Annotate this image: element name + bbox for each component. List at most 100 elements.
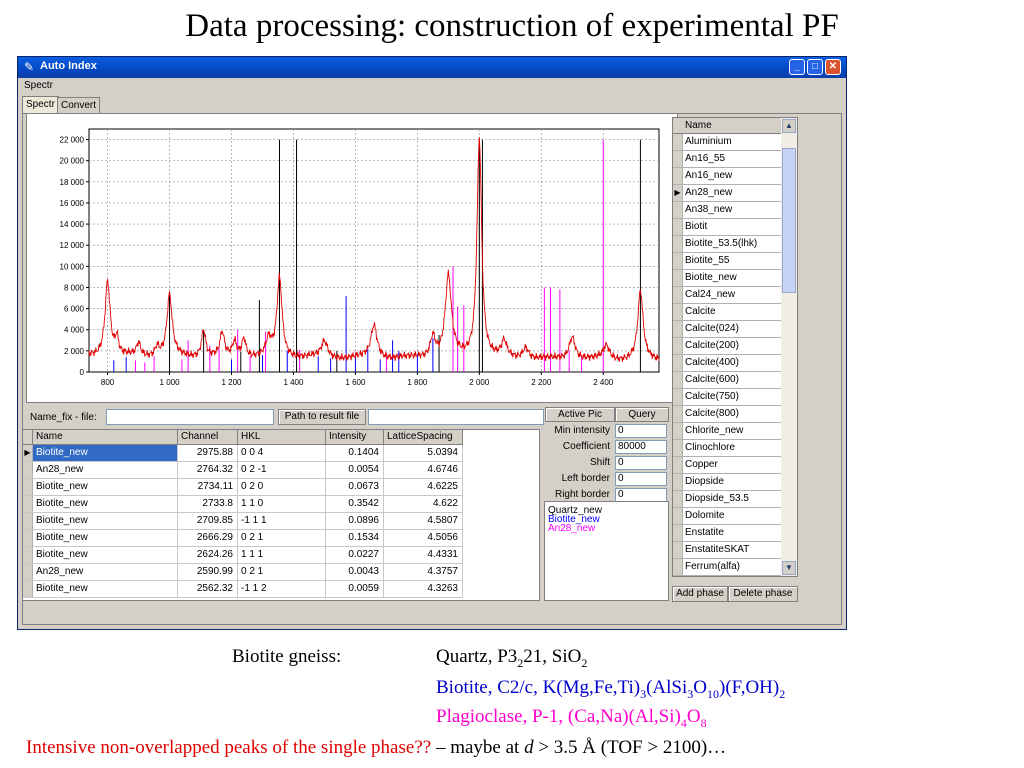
col-hkl[interactable]: HKL bbox=[238, 430, 326, 445]
table-row[interactable]: ▶ Biotite_new 2975.88 0 0 4 0.1404 5.0394 bbox=[23, 445, 463, 462]
table-row[interactable]: An28_new 2590.99 0 2 1 0.0043 4.3757 bbox=[23, 564, 463, 581]
phase-list-item-label: Enstatite bbox=[685, 527, 724, 538]
menu-bar: Spectr bbox=[18, 79, 846, 93]
phase-list-item[interactable]: Biotite_new bbox=[673, 270, 781, 287]
x-tick-label: 2 200 bbox=[531, 378, 552, 387]
path-to-result-button[interactable]: Path to result file bbox=[278, 409, 366, 425]
phase-list-item[interactable]: An16_55 bbox=[673, 151, 781, 168]
phase-list-item[interactable]: Clinochlore bbox=[673, 440, 781, 457]
table-row[interactable]: Biotite_new 2734.11 0 2 0 0.0673 4.6225 bbox=[23, 479, 463, 496]
phase-list-item[interactable]: Cal24_new bbox=[673, 287, 781, 304]
caption-label: Biotite gneiss: bbox=[232, 646, 342, 667]
param-input[interactable]: 0 bbox=[615, 472, 667, 486]
table-row[interactable]: Biotite_new 2733.8 1 1 0 0.3542 4.622 bbox=[23, 496, 463, 513]
scroll-up-icon[interactable]: ▲ bbox=[782, 119, 796, 133]
table-cell: 4.5056 bbox=[384, 530, 463, 546]
table-row[interactable]: An28_new 2764.32 0 2 -1 0.0054 4.6746 bbox=[23, 462, 463, 479]
title-bar[interactable]: ✎ Auto Index _ □ ✕ bbox=[18, 57, 846, 78]
phase-list-item[interactable]: Calcite(024) bbox=[673, 321, 781, 338]
name-fix-label: Name_fix - file: bbox=[30, 412, 97, 423]
table-cell: 0.0673 bbox=[326, 479, 384, 495]
x-tick-label: 1 600 bbox=[345, 378, 366, 387]
auto-index-window: ✎ Auto Index _ □ ✕ Spectr Spectr Convert… bbox=[17, 56, 847, 630]
phase-list-item[interactable]: Diopside_53.5 bbox=[673, 491, 781, 508]
tab-convert[interactable]: Convert bbox=[57, 97, 101, 113]
name-fix-input[interactable] bbox=[106, 409, 274, 425]
query-button[interactable]: Query bbox=[615, 407, 669, 422]
spectrum-chart[interactable]: 0 2 000 4 000 6 000 8 000 10 000 12 000 14 000 1… bbox=[26, 113, 678, 403]
table-cell: 0 2 1 bbox=[238, 564, 326, 580]
table-cell: 0.0227 bbox=[326, 547, 384, 563]
phase-list-item-label: Dolomite bbox=[685, 510, 725, 521]
row-indicator bbox=[673, 525, 683, 541]
phase-list-item[interactable]: Calcite(400) bbox=[673, 355, 781, 372]
close-button[interactable]: ✕ bbox=[825, 59, 841, 75]
phase-list-item[interactable]: Biotite_55 bbox=[673, 253, 781, 270]
phase-list-item[interactable]: Calcite(200) bbox=[673, 338, 781, 355]
table-cell: 2624.26 bbox=[178, 547, 238, 563]
phase-list-scrollbar[interactable]: ▲ ▼ bbox=[781, 118, 797, 576]
phase-list-item[interactable]: Calcite(600) bbox=[673, 372, 781, 389]
slide-title: Data processing: construction of experim… bbox=[185, 8, 839, 44]
maximize-button[interactable]: □ bbox=[807, 59, 823, 75]
phase-list-item[interactable]: EnstatiteSKAT bbox=[673, 542, 781, 559]
row-indicator bbox=[23, 513, 33, 529]
x-tick-label: 2 000 bbox=[469, 378, 490, 387]
table-cell: 0.0054 bbox=[326, 462, 384, 478]
tab-spectr[interactable]: Spectr bbox=[22, 96, 59, 114]
table-row[interactable]: Biotite_new 2666.29 0 2 1 0.1534 4.5056 bbox=[23, 530, 463, 547]
phase-list-item[interactable]: Calcite(750) bbox=[673, 389, 781, 406]
phase-list-item[interactable]: Diopside bbox=[673, 474, 781, 491]
table-cell: 0.3542 bbox=[326, 496, 384, 512]
table-cell: Biotite_new bbox=[33, 547, 178, 563]
legend-item: Biotite_new bbox=[548, 514, 600, 525]
y-tick-label: 4 000 bbox=[64, 326, 85, 335]
scroll-down-icon[interactable]: ▼ bbox=[782, 561, 796, 575]
phase-list-item[interactable]: Aluminium bbox=[673, 134, 781, 151]
col-name[interactable]: Name bbox=[33, 430, 178, 445]
table-row[interactable]: Biotite_new 2709.85 -1 1 1 0.0896 4.5807 bbox=[23, 513, 463, 530]
phase-list-item-label: Calcite(200) bbox=[685, 340, 739, 351]
param-input[interactable]: 0 bbox=[615, 456, 667, 470]
phase-list-item[interactable]: Ferrum(alfa) bbox=[673, 559, 781, 576]
param-label: Shift bbox=[589, 457, 610, 468]
y-tick-label: 14 000 bbox=[60, 220, 85, 229]
param-input[interactable]: 0 bbox=[615, 488, 667, 502]
col-channel[interactable]: Channel bbox=[178, 430, 238, 445]
delete-phase-button[interactable]: Delete phase bbox=[728, 586, 798, 602]
path-to-result-input[interactable] bbox=[368, 409, 544, 425]
y-tick-label: 12 000 bbox=[60, 241, 85, 250]
y-tick-label: 20 000 bbox=[60, 157, 85, 166]
phase-list-item[interactable]: Enstatite bbox=[673, 525, 781, 542]
phase-list-item-label: An38_new bbox=[685, 204, 733, 215]
table-cell: -1 1 1 bbox=[238, 513, 326, 529]
param-input[interactable]: 80000 bbox=[615, 440, 667, 454]
phase-list-item[interactable]: Dolomite bbox=[673, 508, 781, 525]
col-intensity[interactable]: Intensity bbox=[326, 430, 384, 445]
add-phase-button[interactable]: Add phase bbox=[672, 586, 728, 602]
table-cell: 5.0394 bbox=[384, 445, 463, 461]
minimize-button[interactable]: _ bbox=[789, 59, 805, 75]
menu-spectr[interactable]: Spectr bbox=[24, 80, 53, 91]
row-indicator bbox=[673, 287, 683, 303]
phase-list-item[interactable]: Biotit bbox=[673, 219, 781, 236]
phase-list-item[interactable]: Biotite_53.5(lhk) bbox=[673, 236, 781, 253]
phase-list[interactable]: Name Aluminium An16_55 An16_new ▶ An28_new An… bbox=[672, 117, 798, 577]
results-table[interactable]: Name Channel HKL Intensity LatticeSpacin… bbox=[22, 429, 540, 601]
phase-list-item[interactable]: Calcite bbox=[673, 304, 781, 321]
col-lattice-spacing[interactable]: LatticeSpacing bbox=[384, 430, 463, 445]
active-pic-button[interactable]: Active Pic bbox=[545, 407, 615, 422]
phase-list-item[interactable]: Copper bbox=[673, 457, 781, 474]
spectrum-svg: 0 2 000 4 000 6 000 8 000 10 000 12 000 14 000 1… bbox=[60, 128, 660, 387]
y-tick-label: 22 000 bbox=[60, 136, 85, 145]
phase-list-item[interactable]: ▶ An28_new bbox=[673, 185, 781, 202]
phase-list-item[interactable]: Calcite(800) bbox=[673, 406, 781, 423]
phase-list-item[interactable]: Chlorite_new bbox=[673, 423, 781, 440]
phase-list-item[interactable]: An16_new bbox=[673, 168, 781, 185]
table-row[interactable]: Biotite_new 2624.26 1 1 1 0.0227 4.4331 bbox=[23, 547, 463, 564]
param-input[interactable]: 0 bbox=[615, 424, 667, 438]
table-row[interactable]: Biotite_new 2562.32 -1 1 2 0.0059 4.3263 bbox=[23, 581, 463, 598]
phase-list-item[interactable]: An38_new bbox=[673, 202, 781, 219]
row-indicator bbox=[673, 321, 683, 337]
scroll-thumb[interactable] bbox=[782, 148, 796, 293]
